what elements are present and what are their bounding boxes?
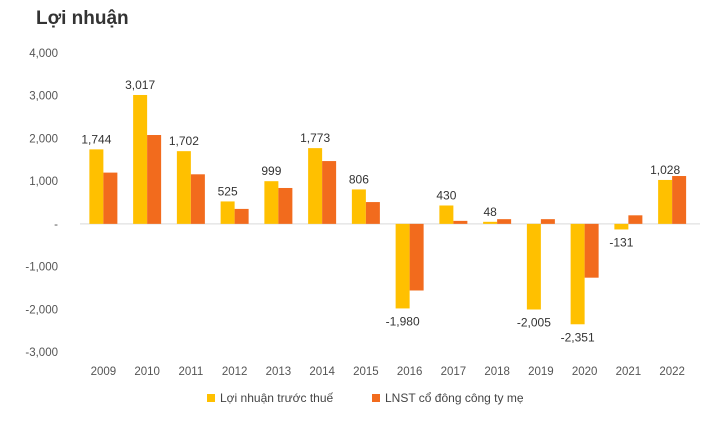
bar-lnst-co-dong-cong-ty-me <box>322 161 337 224</box>
bar-loi-nhuan-truoc-thue <box>264 181 279 224</box>
x-tick-label: 2014 <box>309 366 335 378</box>
legend-label: LNST cổ đông công ty mẹ <box>385 391 524 405</box>
data-label: 1,028 <box>650 163 680 177</box>
bar-lnst-co-dong-cong-ty-me <box>497 219 512 224</box>
x-tick-label: 2015 <box>353 366 379 378</box>
bar-loi-nhuan-truoc-thue <box>570 223 585 325</box>
y-tick-label: 2,000 <box>29 133 58 145</box>
bar-loi-nhuan-truoc-thue <box>658 179 673 224</box>
legend-label: Lợi nhuận trước thuế <box>220 391 333 405</box>
bar-lnst-co-dong-cong-ty-me <box>234 208 249 224</box>
x-tick-label: 2010 <box>134 366 160 378</box>
y-tick-label: 1,000 <box>29 176 58 188</box>
x-tick-label: 2018 <box>484 366 510 378</box>
data-label: 525 <box>218 184 238 198</box>
bar-loi-nhuan-truoc-thue <box>89 149 104 224</box>
data-label: -131 <box>609 235 633 249</box>
y-tick-label: -3,000 <box>25 347 58 359</box>
bar-lnst-co-dong-cong-ty-me <box>453 220 468 224</box>
bar-loi-nhuan-truoc-thue <box>308 148 323 224</box>
bar-loi-nhuan-truoc-thue <box>614 223 629 230</box>
x-tick-label: 2019 <box>528 366 554 378</box>
bar-loi-nhuan-truoc-thue <box>483 221 498 224</box>
x-tick-label: 2020 <box>572 366 598 378</box>
bar-lnst-co-dong-cong-ty-me <box>365 202 380 224</box>
bar-loi-nhuan-truoc-thue <box>526 223 541 310</box>
x-tick-label: 2021 <box>616 366 642 378</box>
data-label: -2,351 <box>561 330 595 344</box>
bar-loi-nhuan-truoc-thue <box>176 151 191 224</box>
bar-lnst-co-dong-cong-ty-me <box>278 187 293 224</box>
x-tick-label: 2013 <box>266 366 292 378</box>
bar-lnst-co-dong-cong-ty-me <box>103 172 118 224</box>
bar-loi-nhuan-truoc-thue <box>351 189 366 224</box>
bar-lnst-co-dong-cong-ty-me <box>584 223 599 278</box>
x-tick-label: 2011 <box>179 366 204 378</box>
y-tick-label: -1,000 <box>25 262 58 274</box>
data-label: 1,773 <box>300 131 330 145</box>
bar-loi-nhuan-truoc-thue <box>439 205 454 224</box>
data-label: 1,702 <box>169 134 199 148</box>
data-label: 806 <box>349 172 369 186</box>
legend-swatch <box>372 394 380 402</box>
bar-lnst-co-dong-cong-ty-me <box>628 215 643 224</box>
x-tick-label: 2009 <box>91 366 117 378</box>
y-tick-label: -2,000 <box>25 304 58 316</box>
data-label: 999 <box>261 164 281 178</box>
bar-lnst-co-dong-cong-ty-me <box>672 176 687 224</box>
data-label: 3,017 <box>125 78 155 92</box>
bar-lnst-co-dong-cong-ty-me <box>409 223 424 291</box>
x-tick-label: 2012 <box>222 366 248 378</box>
data-label: -1,980 <box>386 314 420 328</box>
data-label: -2,005 <box>517 315 551 329</box>
y-tick-label: 4,000 <box>29 48 58 60</box>
x-tick-label: 2017 <box>441 366 467 378</box>
x-tick-label: 2016 <box>397 366 423 378</box>
y-tick-label: 3,000 <box>29 91 58 103</box>
y-tick-label: - <box>54 219 58 231</box>
data-label: 430 <box>436 188 456 202</box>
bar-loi-nhuan-truoc-thue <box>220 201 235 224</box>
x-tick-label: 2022 <box>659 366 685 378</box>
legend-swatch <box>207 394 215 402</box>
bar-loi-nhuan-truoc-thue <box>133 94 148 224</box>
bar-lnst-co-dong-cong-ty-me <box>147 135 162 224</box>
data-label: 48 <box>483 205 497 219</box>
bar-loi-nhuan-truoc-thue <box>395 223 410 309</box>
data-label: 1,744 <box>81 132 111 146</box>
bar-lnst-co-dong-cong-ty-me <box>190 174 205 224</box>
chart-title: Lợi nhuận <box>36 8 129 29</box>
bar-lnst-co-dong-cong-ty-me <box>540 219 555 224</box>
